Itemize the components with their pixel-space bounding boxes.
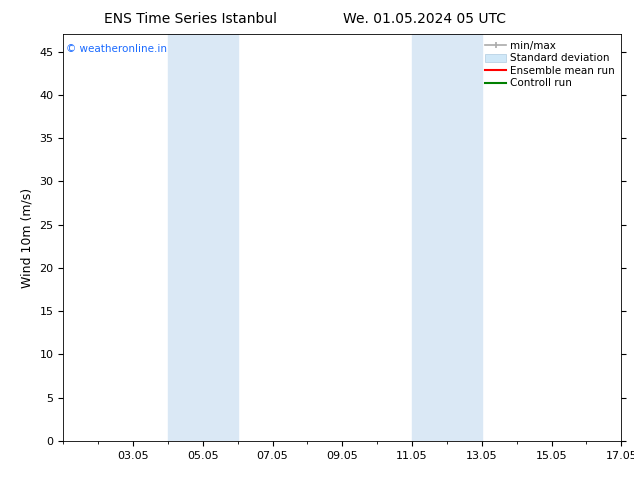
Legend: min/max, Standard deviation, Ensemble mean run, Controll run: min/max, Standard deviation, Ensemble me…: [481, 36, 619, 93]
Text: © weatheronline.in: © weatheronline.in: [66, 45, 167, 54]
Bar: [412, 34, 482, 441]
Y-axis label: Wind 10m (m/s): Wind 10m (m/s): [21, 188, 34, 288]
Text: We. 01.05.2024 05 UTC: We. 01.05.2024 05 UTC: [343, 12, 507, 26]
Bar: [168, 34, 238, 441]
Text: ENS Time Series Istanbul: ENS Time Series Istanbul: [104, 12, 276, 26]
